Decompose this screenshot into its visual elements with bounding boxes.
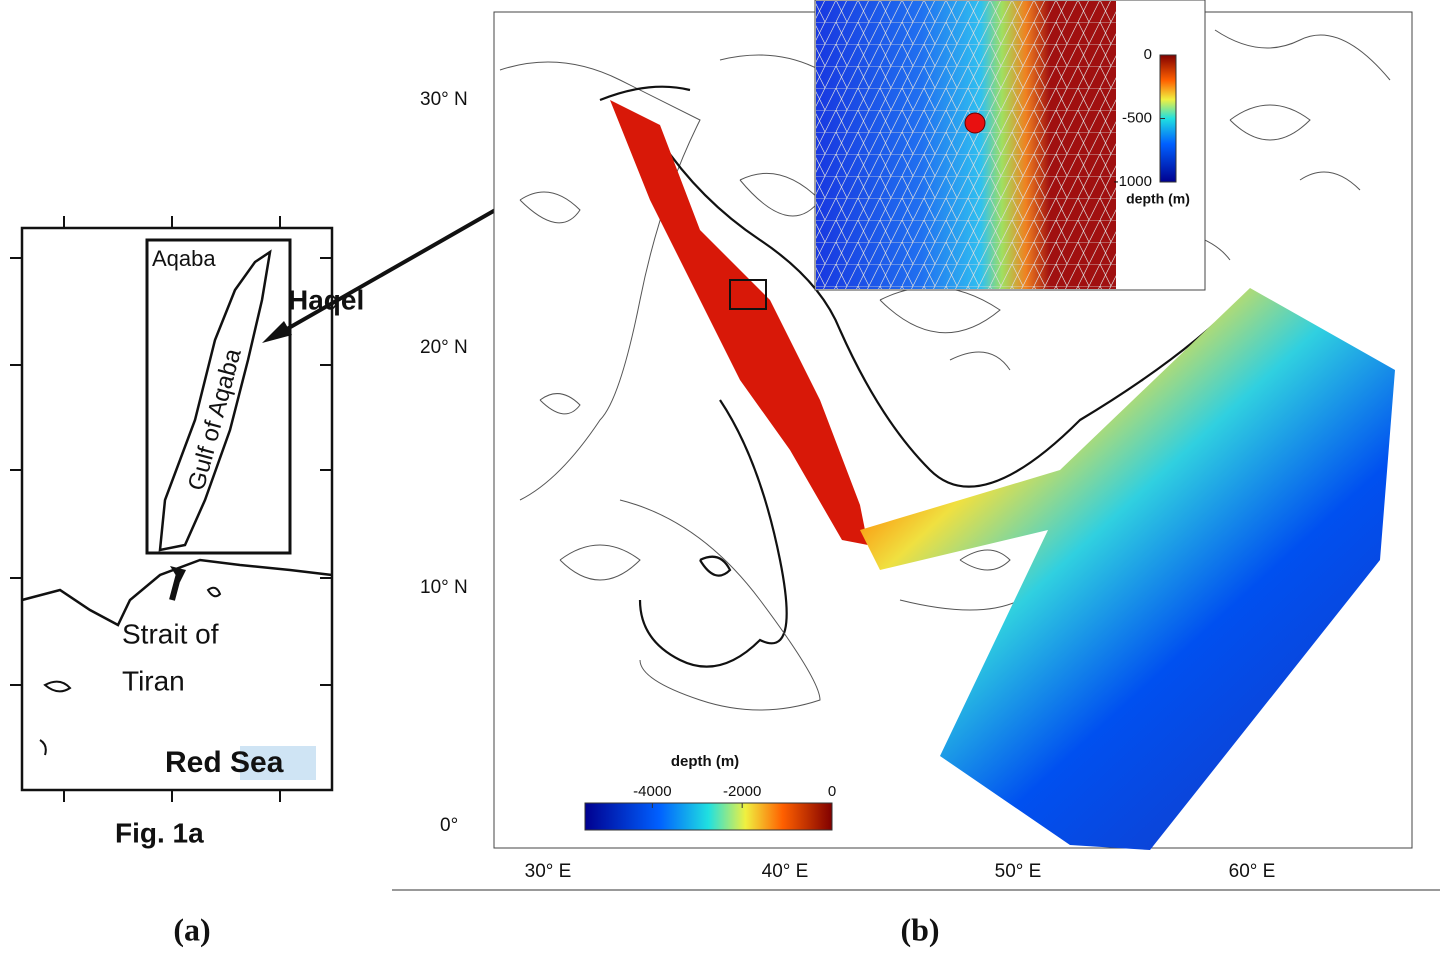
label: Gulf of Aqaba [183,345,247,493]
colorbar-tick-label: -2000 [723,783,761,800]
red-sea [610,100,868,545]
lat-label: 20° N [420,337,468,358]
panel-b: depth (m) 0 -500 -1000 depth (m) -4000 -200… [392,0,1440,947]
mesh [816,1,1116,289]
label: Tiran [122,665,185,696]
colorbar-tick-label: -1000 [1114,173,1152,190]
lat-label: 10° N [420,577,468,598]
colorbar-title: depth (m) [671,753,739,770]
ocean [860,288,1395,850]
colorbar-title: depth (m) [1126,191,1190,207]
ticks [10,216,332,802]
colorbar-tick-label: 0 [828,783,836,800]
colorbar-tick-label: -500 [1122,109,1152,126]
colorbar-tick-label: -4000 [633,783,671,800]
lon-label: 30° E [525,861,572,882]
highlight [240,746,316,780]
lat-label: 30° N [420,89,468,110]
coast [158,249,272,552]
arrow-head [262,321,292,343]
panel-a: Aqaba Gulf of Aqaba Haqel Strait of Tira… [10,216,364,947]
inset-box [145,238,292,555]
frame [20,226,334,792]
lon-label: 50° E [995,861,1042,882]
island [39,586,222,756]
caption: Fig. 1a [115,817,204,848]
colorbar [584,802,833,831]
colorbar-ticks: -4000 -2000 0 [633,783,836,808]
lon-label: 60° E [1229,861,1276,882]
lon-label: 40° E [762,861,809,882]
label: Red Sea [165,746,284,779]
station [964,112,986,134]
panel-tag: (b) [900,911,939,947]
label: Strait of [122,618,219,649]
panel-tag: (a) [173,911,210,947]
inset-colorbar-ticks: 0 -500 -1000 [1114,46,1165,190]
label: Aqaba [152,246,216,271]
lat-label: 0° [440,815,458,836]
colorbar-tick-label: 0 [1144,46,1152,63]
label: Haqel [288,284,364,315]
arrow-head [170,566,186,582]
coast [21,558,333,627]
zoom-box [729,279,767,310]
